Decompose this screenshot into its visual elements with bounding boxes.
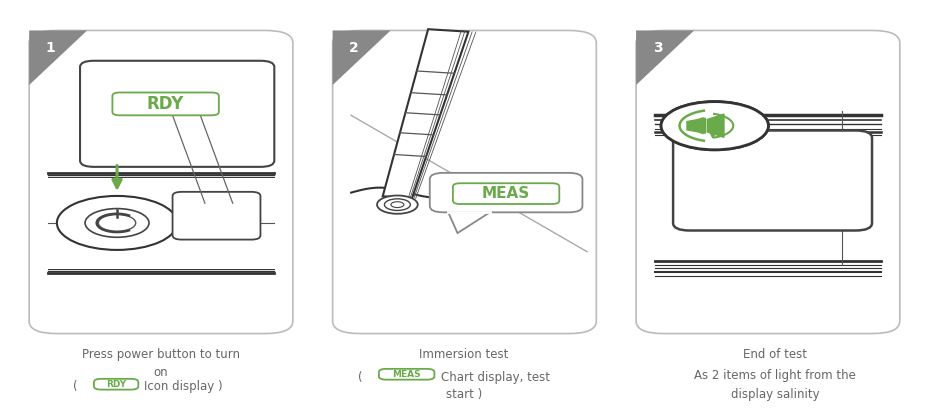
Polygon shape (332, 31, 390, 85)
FancyBboxPatch shape (94, 379, 138, 390)
Text: MEAS: MEAS (481, 186, 529, 201)
Polygon shape (686, 118, 705, 133)
FancyBboxPatch shape (332, 31, 596, 334)
FancyBboxPatch shape (378, 369, 434, 380)
Text: 2: 2 (349, 41, 359, 55)
FancyBboxPatch shape (112, 92, 219, 115)
Text: on: on (153, 365, 168, 379)
Text: 3: 3 (652, 41, 662, 55)
Circle shape (660, 102, 768, 150)
Text: MEAS: MEAS (392, 370, 421, 379)
Text: RDY: RDY (106, 380, 126, 389)
Text: Immersion test: Immersion test (419, 348, 508, 361)
Text: End of test: End of test (743, 348, 806, 361)
Text: RDY: RDY (146, 95, 184, 113)
Text: As 2 items of light from the: As 2 items of light from the (693, 369, 855, 382)
FancyBboxPatch shape (172, 192, 260, 240)
Circle shape (384, 199, 410, 210)
Text: (: ( (72, 380, 81, 393)
FancyBboxPatch shape (429, 173, 582, 212)
Text: Chart display, test: Chart display, test (440, 370, 550, 384)
FancyBboxPatch shape (452, 183, 559, 204)
Polygon shape (448, 212, 489, 233)
Text: Icon display ): Icon display ) (144, 380, 222, 393)
Polygon shape (706, 114, 723, 138)
Polygon shape (635, 31, 693, 85)
Circle shape (390, 202, 403, 208)
FancyBboxPatch shape (80, 61, 274, 167)
Text: start ): start ) (445, 388, 482, 401)
Polygon shape (382, 29, 468, 198)
Circle shape (376, 196, 417, 214)
Text: 1: 1 (45, 41, 56, 55)
Circle shape (57, 196, 177, 250)
Circle shape (660, 102, 768, 150)
Text: Press power button to turn: Press power button to turn (82, 348, 239, 361)
FancyBboxPatch shape (635, 31, 899, 334)
Circle shape (98, 214, 135, 231)
Polygon shape (29, 31, 87, 85)
Text: (: ( (357, 370, 365, 384)
FancyBboxPatch shape (672, 130, 871, 230)
FancyBboxPatch shape (29, 31, 293, 334)
Circle shape (85, 209, 149, 237)
Text: display salinity: display salinity (730, 387, 819, 400)
